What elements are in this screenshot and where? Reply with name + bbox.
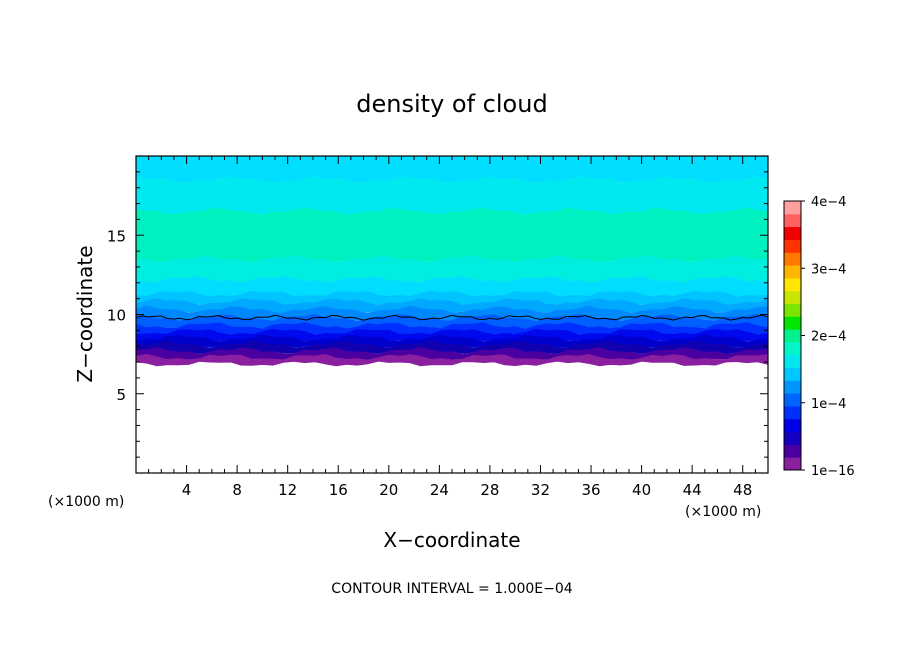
contour-line	[135, 314, 769, 321]
x-tick-label: 12	[278, 481, 297, 499]
colorbar-tick-label: 1e−4	[811, 397, 846, 412]
colorbar-tick-label: 4e−4	[811, 195, 846, 210]
colorbar-swatch	[784, 329, 801, 343]
colorbar-swatch	[784, 303, 801, 317]
colorbar-swatch	[784, 213, 801, 228]
colorbar-swatch	[784, 277, 801, 292]
colorbar-swatch	[784, 444, 801, 458]
y-tick-label: 15	[107, 227, 126, 245]
x-tick-label: 8	[232, 481, 242, 499]
chart-title: density of cloud	[356, 90, 547, 118]
x-tick-label: 16	[329, 481, 348, 499]
colorbar-swatch	[784, 252, 801, 266]
colorbar-tick-label: 3e−4	[811, 262, 846, 277]
x-tick-label: 48	[733, 481, 752, 499]
x-axis-label: X−coordinate	[383, 528, 520, 552]
colorbar-tick-label: 1e−16	[811, 464, 855, 479]
x-unit-left: (×1000 m)	[48, 494, 124, 510]
y-axis: 5 10 15	[107, 171, 768, 458]
density-band	[136, 207, 768, 263]
x-tick-label: 4	[182, 481, 192, 499]
x-tick-label: 32	[531, 481, 550, 499]
density-band	[136, 176, 768, 215]
colorbar-swatch	[784, 418, 801, 433]
x-tick-label: 44	[683, 481, 702, 499]
colorbar-swatch	[784, 405, 801, 420]
colorbar-swatch	[784, 393, 801, 407]
density-field	[136, 156, 768, 367]
colorbar-labels: 1e−16 1e−4 2e−4 3e−4 4e−4	[801, 195, 855, 479]
y-tick-label: 10	[107, 307, 126, 325]
contour-interval-footer: CONTOUR INTERVAL = 1.000E−04	[331, 581, 572, 597]
y-axis-label: Z−coordinate	[73, 245, 97, 382]
colorbar-swatch	[784, 290, 801, 304]
x-tick-label: 36	[581, 481, 600, 499]
colorbar-swatch	[784, 239, 801, 253]
colorbar-swatch	[784, 354, 801, 369]
x-tick-label: 40	[632, 481, 651, 499]
colorbar-swatch	[784, 316, 801, 330]
colorbar-swatch	[784, 265, 801, 279]
x-tick-label: 24	[430, 481, 449, 499]
colorbar-swatch	[784, 201, 801, 215]
x-axis: 4 8 12 16 20 24 28 32 36 40 44 48	[148, 156, 756, 499]
colorbar-swatch	[784, 431, 801, 445]
colorbar	[784, 201, 801, 471]
x-unit-right: (×1000 m)	[685, 504, 761, 520]
colorbar-swatch	[784, 341, 801, 356]
x-tick-label: 28	[480, 481, 499, 499]
colorbar-swatch	[784, 380, 801, 394]
colorbar-swatch	[784, 226, 801, 240]
density-band	[136, 353, 768, 367]
colorbar-tick-label: 2e−4	[811, 330, 846, 345]
x-tick-label: 20	[379, 481, 398, 499]
colorbar-swatch	[784, 367, 801, 381]
y-tick-label: 5	[116, 386, 126, 404]
colorbar-swatch	[784, 457, 801, 471]
